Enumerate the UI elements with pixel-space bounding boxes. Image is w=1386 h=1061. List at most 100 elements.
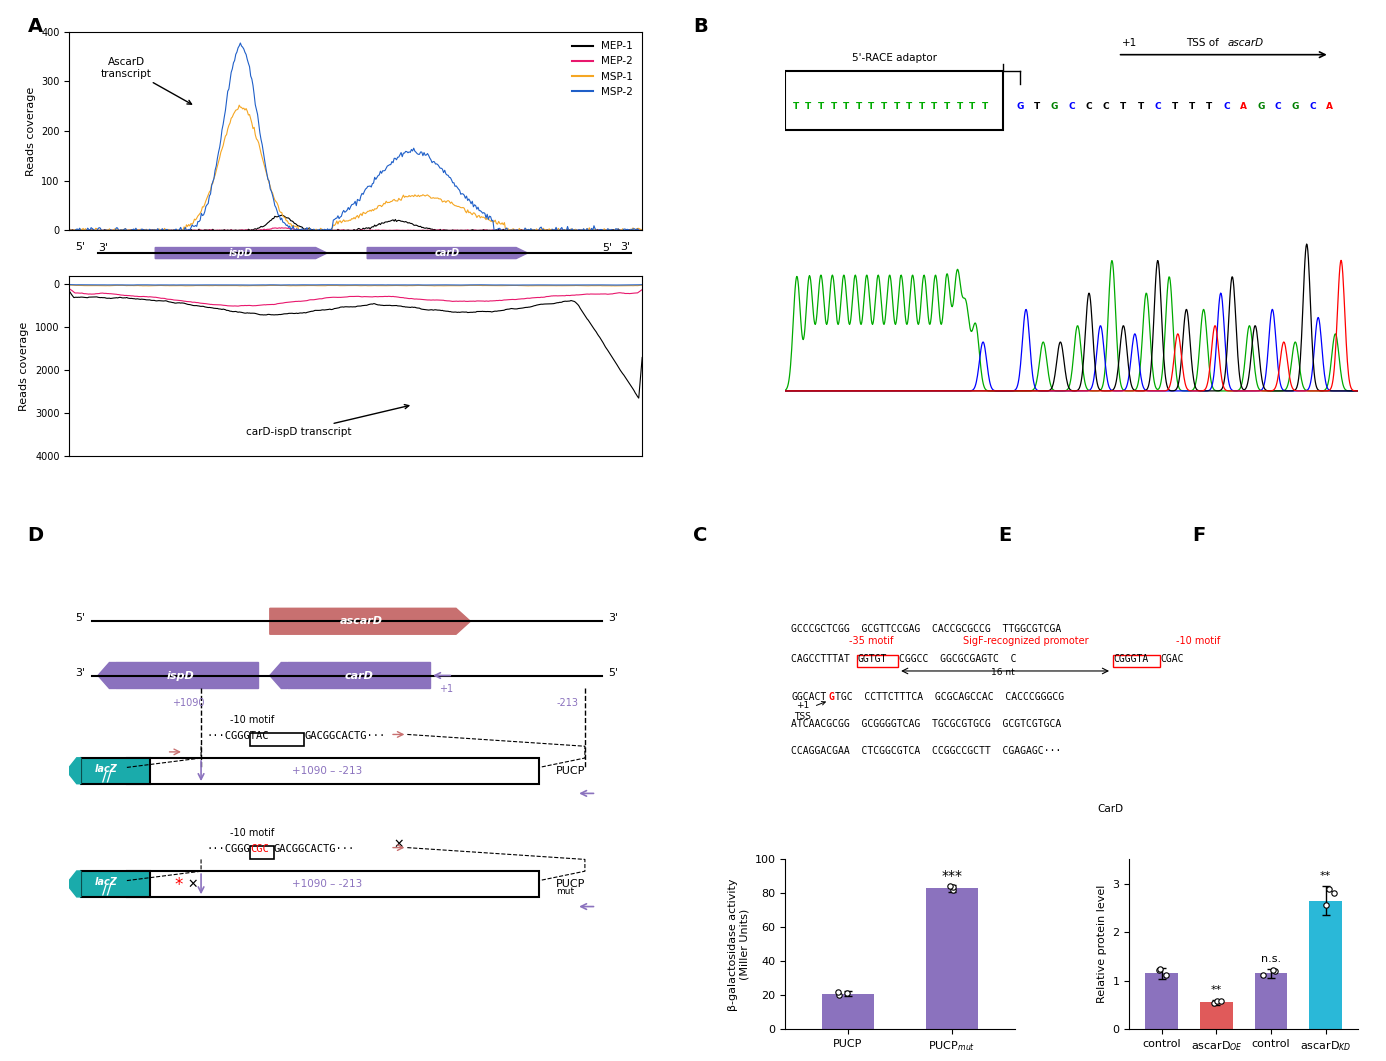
Bar — [80, 871, 150, 898]
Text: lacZ: lacZ — [96, 764, 118, 773]
Point — [827, 984, 850, 1001]
Bar — [287, 662, 430, 689]
Text: //: // — [103, 884, 111, 897]
Text: 5': 5' — [602, 243, 613, 253]
FancyArrow shape — [155, 247, 327, 259]
Text: GGTGT: GGTGT — [858, 655, 887, 664]
Text: 5'-RACE adaptor: 5'-RACE adaptor — [852, 53, 937, 64]
Y-axis label: β-galactosidase activity
(Miller Units): β-galactosidase activity (Miller Units) — [728, 879, 748, 1010]
Text: C: C — [1085, 103, 1092, 111]
Text: GACGGCACTG···: GACGGCACTG··· — [304, 731, 385, 742]
Text: T: T — [906, 103, 912, 111]
Text: CGGCC  GGCGCGAGTC  C: CGGCC GGCGCGAGTC C — [900, 655, 1016, 664]
Text: T: T — [830, 103, 837, 111]
Point — [1252, 967, 1274, 984]
Text: T: T — [919, 103, 924, 111]
Point — [1210, 992, 1232, 1009]
Text: 3': 3' — [98, 243, 108, 253]
Text: carD-ispD transcript: carD-ispD transcript — [245, 404, 409, 437]
Text: CAGCCTТTAT: CAGCCTТTAT — [791, 655, 855, 664]
Text: 3': 3' — [621, 242, 631, 253]
Text: GGCACT: GGCACT — [791, 692, 826, 701]
FancyArrow shape — [270, 608, 470, 634]
Bar — [126, 758, 539, 784]
Text: -10 motif: -10 motif — [230, 715, 274, 725]
Text: ispD: ispD — [229, 248, 254, 258]
Bar — [80, 758, 150, 784]
Point — [1149, 960, 1171, 977]
Text: A: A — [28, 17, 43, 36]
Text: CGAC: CGAC — [1160, 655, 1184, 664]
Text: A: A — [1240, 103, 1247, 111]
Bar — [249, 847, 274, 859]
Text: F: F — [1192, 526, 1206, 545]
Text: GCCCGCTCGG  GCGTTCCGAG  CACCGCGCCG  TTGGCGTCGA: GCCCGCTCGG GCGTTCCGAG CACCGCGCCG TTGGCGT… — [791, 624, 1062, 633]
Text: T: T — [944, 103, 949, 111]
Text: T: T — [881, 103, 887, 111]
FancyArrow shape — [98, 662, 115, 689]
Text: ✕: ✕ — [394, 837, 403, 851]
FancyArrow shape — [367, 247, 528, 259]
Point — [1322, 885, 1344, 902]
Text: +1
TSS: +1 TSS — [794, 701, 825, 720]
Y-axis label: Relative protein level: Relative protein level — [1096, 885, 1107, 1004]
Text: C: C — [1224, 103, 1229, 111]
Text: PUCP: PUCP — [556, 879, 586, 889]
Text: carD: carD — [435, 248, 460, 258]
Text: B: B — [693, 17, 708, 36]
Text: 3': 3' — [75, 667, 85, 678]
Text: C: C — [1155, 103, 1161, 111]
FancyArrow shape — [67, 758, 80, 784]
Text: CGGGTА: CGGGTА — [1114, 655, 1149, 664]
Text: -10 motif: -10 motif — [230, 828, 274, 838]
Bar — [1254, 973, 1288, 1029]
Text: T: T — [1171, 103, 1178, 111]
Text: TGC  CCTTCTTTCA  GCGCAGCCAC  CACCCGGGCG: TGC CCTTCTTTCA GCGCAGCCAC CACCCGGGCG — [836, 692, 1064, 701]
Text: -10 motif: -10 motif — [1175, 636, 1220, 646]
Bar — [822, 993, 875, 1029]
Text: C: C — [1275, 103, 1282, 111]
Point — [1203, 995, 1225, 1012]
Text: G: G — [829, 692, 834, 701]
Text: ···CGGGTAC: ···CGGGTAC — [207, 731, 269, 742]
Text: T: T — [956, 103, 963, 111]
Text: 16 nt: 16 nt — [991, 668, 1015, 677]
Text: lacZ: lacZ — [96, 877, 118, 887]
Text: T: T — [931, 103, 937, 111]
Text: T: T — [1034, 103, 1041, 111]
Text: 5': 5' — [608, 667, 618, 678]
Text: ···CGGG: ···CGGG — [207, 845, 251, 854]
Text: ✕: ✕ — [187, 877, 198, 890]
Text: G: G — [1257, 103, 1264, 111]
Point — [1206, 993, 1228, 1010]
Text: G: G — [1292, 103, 1299, 111]
Text: +1090: +1090 — [172, 698, 205, 708]
Text: -213: -213 — [556, 698, 578, 708]
Bar — [115, 662, 258, 689]
Point — [1155, 967, 1177, 984]
Text: T: T — [818, 103, 825, 111]
Bar — [1310, 901, 1342, 1029]
Point — [1148, 962, 1170, 979]
Text: T: T — [969, 103, 976, 111]
Text: D: D — [28, 526, 44, 545]
Text: C: C — [1310, 103, 1315, 111]
Legend: MEP-1, MEP-2, MSP-1, MSP-2: MEP-1, MEP-2, MSP-1, MSP-2 — [568, 37, 638, 101]
Point — [1315, 897, 1337, 914]
Text: **: ** — [1211, 986, 1222, 995]
Text: **: ** — [1319, 871, 1331, 882]
Text: CCAGGACGAA  CTCGGCGTCA  CCGGCCGCTT  CGAGAGC···: CCAGGACGAA CTCGGCGTCA CCGGCCGCTT CGAGAGC… — [791, 746, 1062, 756]
Point — [938, 877, 960, 894]
Point — [942, 882, 965, 899]
Text: TSS of: TSS of — [1186, 38, 1222, 48]
Text: T: T — [981, 103, 988, 111]
Text: G: G — [1051, 103, 1059, 111]
Text: T: T — [894, 103, 900, 111]
Point — [1318, 881, 1340, 898]
Text: PUCP: PUCP — [556, 766, 586, 776]
Text: 3': 3' — [608, 613, 618, 623]
Text: T: T — [805, 103, 811, 111]
Text: ascarD: ascarD — [1228, 38, 1264, 48]
Text: SigF-recognized promoter: SigF-recognized promoter — [963, 636, 1089, 646]
Text: G: G — [1016, 103, 1024, 111]
